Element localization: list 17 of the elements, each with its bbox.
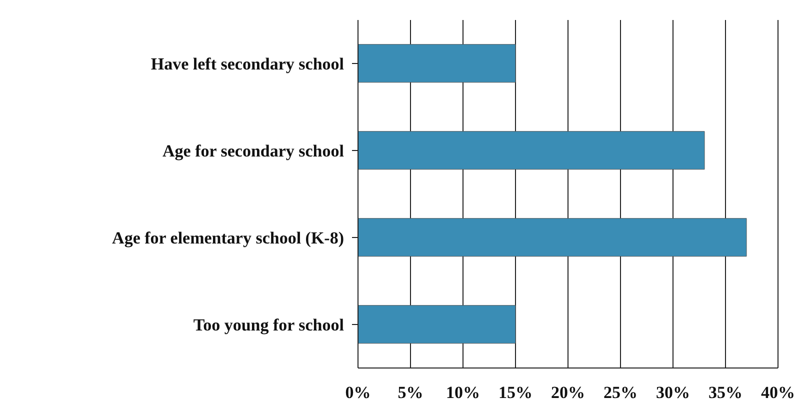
x-tick-label: 10% — [446, 383, 480, 402]
bar — [358, 218, 747, 257]
x-tick-label: 25% — [604, 383, 638, 402]
bar — [358, 305, 516, 344]
y-tick-label: Age for elementary school (K-8) — [112, 228, 344, 248]
bar — [358, 131, 705, 170]
x-tick-label: 0% — [345, 383, 371, 402]
bar — [358, 44, 516, 83]
x-tick-label: 35% — [708, 383, 742, 402]
y-tick-label: Have left secondary school — [150, 54, 344, 74]
x-tick-label: 15% — [498, 383, 532, 402]
x-tick-label: 20% — [551, 383, 585, 402]
y-tick-label: Too young for school — [193, 316, 344, 335]
y-tick-label: Age for secondary school — [162, 142, 344, 161]
x-tick-label: 5% — [398, 383, 424, 402]
x-tick-label: 40% — [761, 383, 795, 402]
x-tick-label: 30% — [656, 383, 690, 402]
